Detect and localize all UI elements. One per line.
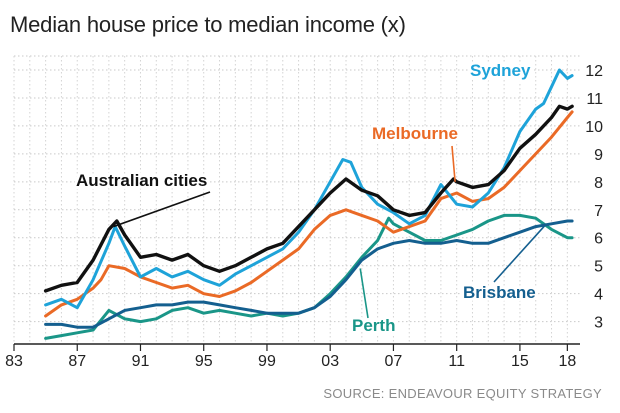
y-tick-label: 8 [594,175,603,192]
x-tick-label: 15 [511,353,529,370]
series-line-australian-cities [43,104,574,293]
annotation-leader-australian-cities [113,191,211,228]
annotation-leader-brisbane [493,224,546,283]
annotation-label-melbourne: Melbourne [372,124,458,143]
y-tick-label: 11 [586,91,603,108]
y-tick-label: 4 [594,287,603,304]
annotation-halo-brisbane: Brisbane [463,283,536,302]
x-tick-label: 07 [385,353,403,370]
y-tick-label: 3 [594,315,603,332]
annotation-halo-sydney: Sydney [470,61,531,80]
x-tick-label: 18 [558,353,576,370]
annotation-halo-australian-cities: Australian cities [76,171,207,190]
series-line-sydney [44,68,574,310]
y-tick-label: 5 [594,259,603,276]
y-tick-label: 12 [585,63,603,80]
x-tick-label: 83 [5,353,23,370]
chart-source: SOURCE: ENDEAVOUR EQUITY STRATEGY [323,386,602,401]
chart-title: Median house price to median income (x) [10,12,406,37]
y-tick-label: 7 [594,203,603,220]
x-tick-label: 11 [448,353,465,370]
annotation-halo-melbourne: Melbourne [372,124,458,143]
annotation-halo-perth: Perth [352,316,395,335]
x-tick-label: 95 [195,353,213,370]
x-tick-label: 99 [258,353,276,370]
x-tick-label: 91 [132,353,150,370]
x-tick-label: 03 [321,353,339,370]
annotation-leader-melbourne [451,145,456,182]
x-tick-label: 87 [68,353,86,370]
y-tick-label: 9 [594,147,603,164]
annotation-label-australian-cities: Australian cities [76,171,207,190]
annotation-label-brisbane: Brisbane [463,283,536,302]
y-tick-label: 6 [594,231,603,248]
annotation-label-perth: Perth [352,316,395,335]
y-tick-label: 10 [585,119,603,136]
series-line-brisbane [44,219,574,329]
annotation-label-sydney: Sydney [470,61,531,80]
annotation-leader-perth [359,268,369,319]
series-line-melbourne [44,110,574,318]
